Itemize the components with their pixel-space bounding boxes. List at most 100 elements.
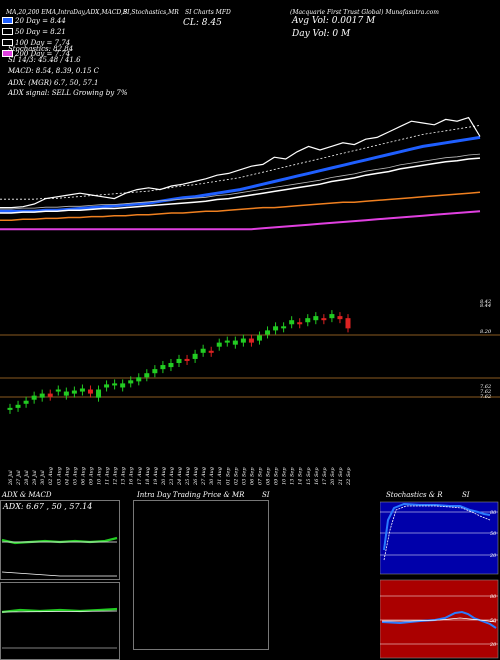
date-label: 11 Aug <box>105 467 111 485</box>
ma-series-price <box>0 116 481 209</box>
macd-line <box>1 607 118 614</box>
candle-body <box>7 407 13 410</box>
adx-lines <box>1 536 118 577</box>
candle-body <box>168 363 174 368</box>
date-label: 18 Aug <box>145 467 151 485</box>
candle-body <box>313 316 319 321</box>
legend-200-label: 200 Day = 7.74 <box>15 50 71 58</box>
adx-readout: ADX: (MGR) 6.7, 50, 57.1 <box>8 79 99 87</box>
candle-body <box>200 348 206 353</box>
candle-body <box>23 400 29 404</box>
date-label: 16 Sep <box>314 467 320 485</box>
header-symbol-title: SI Charts MFD <box>185 9 231 16</box>
stoch-d-line <box>383 505 491 561</box>
header-right-title: (Macquarie First Trust Global) Munafasut… <box>290 9 439 16</box>
ma-series-100-day <box>0 191 481 221</box>
date-label: 01 Sep <box>225 467 231 485</box>
date-label: 30 Aug <box>209 467 215 485</box>
date-label: 06 Aug <box>80 467 86 485</box>
date-label: 14 Sep <box>298 467 304 485</box>
date-label: 06 Sep <box>249 467 255 485</box>
adx-signal: ADX signal: SELL Growing by 7% <box>8 89 128 97</box>
candle-body <box>144 373 150 378</box>
stoch-panel-title: Stochastics & R <box>386 491 443 499</box>
candle-body <box>104 384 110 388</box>
stoch-y-label: 80 <box>490 510 497 516</box>
candle-body <box>47 393 53 397</box>
date-label: 28 Jul <box>24 470 30 486</box>
candle-body <box>281 326 287 329</box>
adx-panel-title: ADX & MACD <box>2 491 52 499</box>
candle-body <box>297 322 303 325</box>
ma-series-20-day <box>0 135 481 213</box>
date-label: 13 Aug <box>121 467 127 485</box>
intraday-panel <box>133 500 269 650</box>
candle-body <box>208 350 214 353</box>
date-label: 03 Sep <box>241 467 247 485</box>
date-label: 05 Aug <box>72 467 78 485</box>
close-price: CL: 8.45 <box>183 18 222 28</box>
legend-100-label: 100 Day = 7.74 <box>15 39 71 47</box>
candle-body <box>15 404 21 408</box>
candle-body <box>79 388 85 392</box>
day-volume: Day Vol: 0 M <box>292 29 351 39</box>
candle-y-label: 8.44 <box>480 303 491 309</box>
date-label: 26 Aug <box>193 467 199 486</box>
ma-series-50-day <box>0 157 481 214</box>
date-label: 09 Aug <box>88 467 94 485</box>
adx-panel <box>0 500 120 580</box>
candle-body <box>289 320 295 325</box>
date-label: 08 Sep <box>266 467 272 485</box>
stoch-y-label: 50 <box>490 531 497 537</box>
date-label: 17 Sep <box>322 467 328 485</box>
candle-body <box>152 369 158 374</box>
candle-y-label: 8.20 <box>480 329 492 335</box>
stoch-chart: 80 50 20 80 50 20 <box>380 501 499 659</box>
date-label: 23 Aug <box>169 467 175 486</box>
si-y-label: 20 <box>489 642 497 648</box>
candle-y-label: 7.62 <box>480 389 491 395</box>
adx-panel-readout: ADX: 6.67 , 50 , 57.14 <box>3 502 93 511</box>
date-label: 17 Aug <box>137 467 143 485</box>
si-signal-line <box>382 617 497 623</box>
legend-200-day: 200 Day = 7.74 <box>2 50 70 58</box>
candle-y-label: 7.62 <box>480 394 491 400</box>
avg-volume: Avg Vol: 0.0017 M <box>292 16 376 26</box>
date-label: 30 Jul <box>40 470 46 485</box>
candle-body <box>265 330 271 335</box>
candle-body <box>71 390 77 394</box>
si-y-label: 50 <box>490 618 497 624</box>
macd-lines <box>1 607 118 649</box>
candle-body <box>273 326 279 331</box>
candle-body <box>136 377 142 382</box>
intraday-panel-suffix: SI <box>262 491 270 499</box>
candle-body <box>232 340 238 345</box>
candle-body <box>120 383 126 388</box>
stoch-panel-suffix: SI <box>462 491 470 499</box>
candle-body <box>305 318 311 323</box>
date-label: 27 Aug <box>201 467 207 486</box>
candle-body <box>240 338 246 343</box>
candle-body <box>176 358 182 364</box>
date-label: 25 Aug <box>185 467 191 486</box>
date-label: 02 Aug <box>48 467 54 485</box>
ma-series-50-day-band <box>0 153 481 210</box>
candle-body <box>329 314 335 319</box>
candle-body <box>192 353 198 359</box>
stoch-panel-bg <box>380 501 499 575</box>
date-label: 04 Aug <box>64 467 70 485</box>
candle-body <box>337 316 343 320</box>
candle-body <box>55 389 61 392</box>
si-line <box>381 610 497 629</box>
legend-swatch-blue <box>2 17 13 24</box>
candle-y-label: 7.62 <box>480 384 491 390</box>
date-label: 31 Aug <box>217 467 223 485</box>
legend-20-day: 20 Day = 8.44 <box>2 17 66 25</box>
date-label: 09 Sep <box>274 467 280 485</box>
date-label: 15 Sep <box>306 467 312 485</box>
si-y-label: 80 <box>490 594 497 600</box>
legend-swatch-white <box>2 28 13 35</box>
date-label: 20 Aug <box>161 467 167 486</box>
date-label: 22 Sep <box>346 467 352 486</box>
legend-swatch-white2 <box>2 39 13 46</box>
